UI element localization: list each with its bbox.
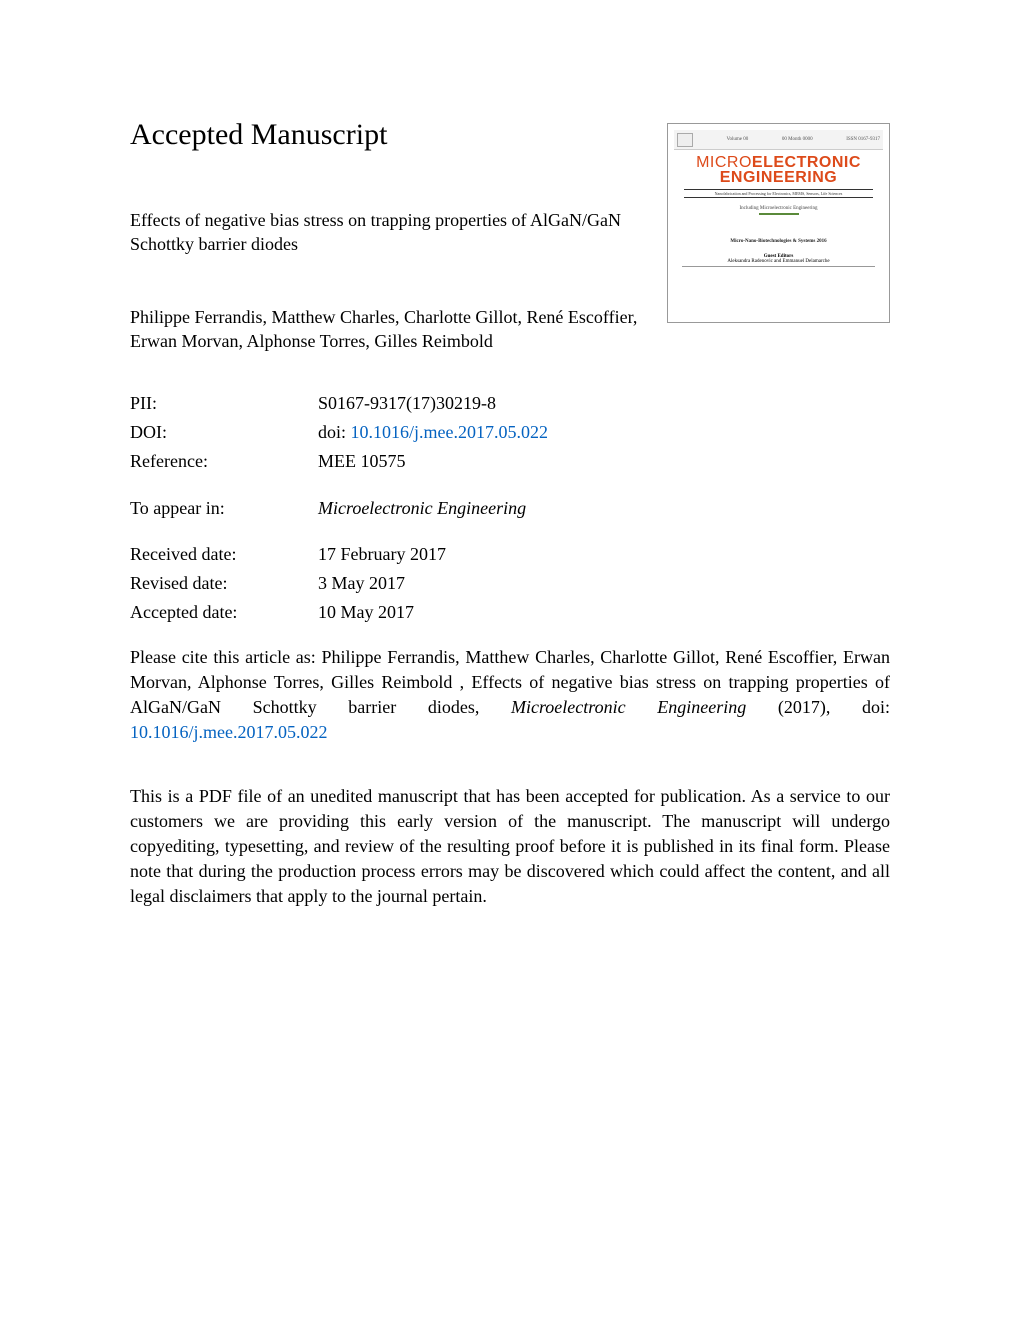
metadata-table: PII: S0167-9317(17)30219-8 DOI: doi: 10.…	[130, 389, 890, 627]
meta-row-reference: Reference: MEE 10575	[130, 447, 890, 476]
cover-title: MICROELECTRONIC ENGINEERING Nanofabricat…	[674, 154, 883, 200]
accepted-heading: Accepted Manuscript	[130, 118, 667, 152]
received-value: 17 February 2017	[318, 540, 890, 569]
citation-text: Please cite this article as: Philippe Fe…	[130, 645, 890, 746]
disclaimer-text: This is a PDF file of an unedited manusc…	[130, 784, 890, 910]
doi-label: DOI:	[130, 418, 318, 447]
cover-issn: ISSN 0167-9317	[846, 137, 880, 142]
journal-cover-thumbnail: Volume 00 00 Month 0000 ISSN 0167-9317 M…	[667, 123, 890, 323]
reference-value: MEE 10575	[318, 447, 890, 476]
meta-row-revised: Revised date: 3 May 2017	[130, 569, 890, 598]
pii-label: PII:	[130, 389, 318, 418]
paper-title: Effects of negative bias stress on trapp…	[130, 208, 640, 257]
citation-doi-link[interactable]: 10.1016/j.mee.2017.05.022	[130, 722, 327, 742]
cover-editors: Aleksandra Radenovic and Emmanuel Delama…	[682, 259, 875, 267]
meta-row-pii: PII: S0167-9317(17)30219-8	[130, 389, 890, 418]
meta-row-appear: To appear in: Microelectronic Engineerin…	[130, 494, 890, 523]
pii-value: S0167-9317(17)30219-8	[318, 389, 890, 418]
meta-row-received: Received date: 17 February 2017	[130, 540, 890, 569]
cover-accent-line	[759, 213, 799, 215]
received-label: Received date:	[130, 540, 318, 569]
reference-label: Reference:	[130, 447, 318, 476]
doi-value: doi: 10.1016/j.mee.2017.05.022	[318, 418, 890, 447]
revised-label: Revised date:	[130, 569, 318, 598]
appear-label: To appear in:	[130, 494, 318, 523]
cover-date: 00 Month 0000	[782, 137, 813, 142]
elsevier-logo-icon	[677, 133, 693, 147]
meta-row-accepted: Accepted date: 10 May 2017	[130, 598, 890, 627]
doi-link[interactable]: 10.1016/j.mee.2017.05.022	[351, 422, 548, 442]
cover-volume: Volume 00	[727, 137, 749, 142]
citation-journal: Microelectronic Engineering	[511, 697, 746, 717]
appear-value: Microelectronic Engineering	[318, 494, 890, 523]
accepted-label: Accepted date:	[130, 598, 318, 627]
cover-subtitle: Nanofabrication and Processing for Elect…	[684, 189, 873, 198]
cover-top-bar: Volume 00 00 Month 0000 ISSN 0167-9317	[674, 130, 883, 150]
authors-list: Philippe Ferrandis, Matthew Charles, Cha…	[130, 305, 640, 354]
cover-mid-text: Including Microelectronic Engineering	[674, 206, 883, 211]
meta-row-doi: DOI: doi: 10.1016/j.mee.2017.05.022	[130, 418, 890, 447]
revised-value: 3 May 2017	[318, 569, 890, 598]
header-row: Accepted Manuscript Effects of negative …	[130, 118, 890, 383]
cover-special-section: Micro-Nano-Biotechnologies & Systems 201…	[674, 239, 883, 244]
left-column: Accepted Manuscript Effects of negative …	[130, 118, 667, 383]
accepted-value: 10 May 2017	[318, 598, 890, 627]
